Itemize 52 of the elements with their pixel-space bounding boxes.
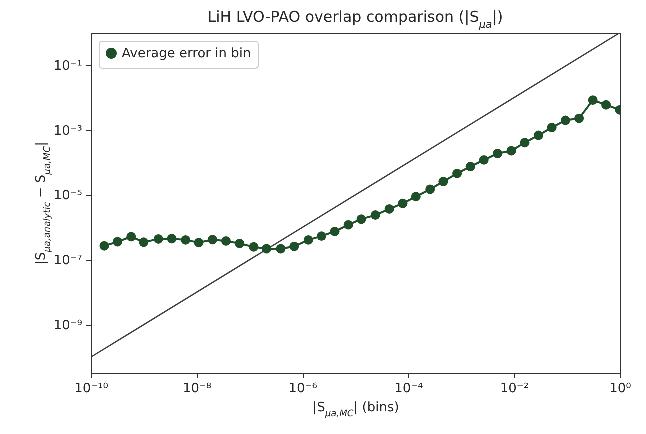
point: [262, 244, 272, 254]
point: [344, 220, 354, 230]
point: [221, 236, 231, 246]
x-tick-label: 10⁻²: [500, 382, 530, 396]
y-tick-label: 10⁻⁷: [54, 254, 82, 269]
point: [276, 244, 286, 254]
point: [438, 176, 448, 186]
x-axis-title: |S$_{μa,MC}$| (bins): [312, 400, 400, 420]
point: [112, 237, 122, 247]
x-tick-label: 10⁻¹⁰: [74, 382, 108, 396]
point: [235, 238, 245, 248]
x-tick-label: 10⁻⁶: [288, 382, 318, 396]
point: [411, 192, 421, 202]
point: [479, 155, 489, 165]
point: [290, 242, 300, 252]
y-tick-label: 10⁻¹: [54, 58, 82, 74]
point: [520, 138, 530, 148]
point: [602, 100, 612, 110]
point: [398, 198, 408, 208]
point: [316, 232, 326, 242]
x-tick-label: 10⁰: [610, 382, 632, 396]
y-tick-label: 10⁻³: [54, 124, 82, 139]
point: [466, 162, 476, 172]
point: [452, 168, 462, 178]
point: [194, 238, 204, 248]
x-tick-label: 10⁻⁸: [182, 382, 212, 396]
point: [139, 238, 149, 248]
point: [126, 232, 136, 242]
point: [426, 184, 436, 194]
point: [304, 235, 314, 245]
chart-title: LiH LVO-PAO overlap comparison (|S$_{μa}$|): [208, 8, 504, 31]
point: [534, 130, 544, 140]
point: [356, 214, 366, 224]
point: [506, 146, 516, 156]
point: [167, 234, 177, 244]
point: [574, 114, 584, 124]
point: [208, 235, 218, 245]
point: [547, 123, 557, 132]
point: [154, 234, 164, 244]
y-tick-label: 10⁻⁹: [54, 318, 82, 334]
legend-label: Average error in bin: [122, 46, 252, 62]
point: [588, 96, 598, 106]
point: [100, 241, 110, 251]
x-tick-label: 10⁻⁴: [394, 382, 424, 396]
point: [493, 148, 503, 158]
point: [560, 116, 570, 126]
point: [181, 235, 191, 245]
point: [370, 210, 380, 220]
point: [330, 226, 340, 236]
y-tick-label: 10⁻⁵: [54, 188, 82, 204]
point: [249, 242, 259, 252]
point: [384, 204, 394, 214]
